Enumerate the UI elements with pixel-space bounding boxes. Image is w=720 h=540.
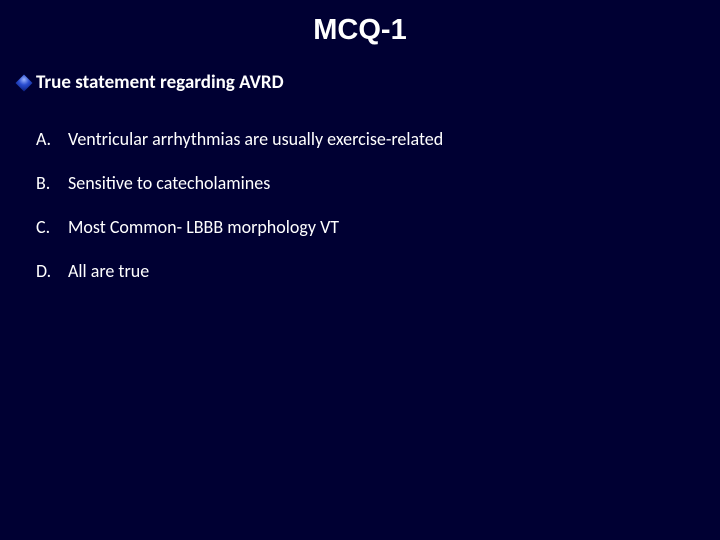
option-c: C. Most Common- LBBB morphology VT: [36, 216, 702, 238]
option-letter: C.: [36, 216, 54, 238]
option-d: D. All are true: [36, 260, 702, 282]
option-text: Ventricular arrhythmias are usually exer…: [68, 128, 443, 150]
option-b: B. Sensitive to catecholamines: [36, 172, 702, 194]
option-a: A. Ventricular arrhythmias are usually e…: [36, 128, 702, 150]
option-text: Sensitive to catecholamines: [68, 172, 270, 194]
option-letter: D.: [36, 260, 54, 282]
slide-title: MCQ-1: [18, 14, 702, 47]
option-text: Most Common- LBBB morphology VT: [68, 216, 339, 238]
question-stem-row: True statement regarding AVRD: [18, 71, 702, 94]
option-letter: A.: [36, 128, 54, 150]
question-stem: True statement regarding AVRD: [36, 71, 284, 94]
slide: MCQ-1 True statement regarding AVRD A. V…: [0, 0, 720, 540]
option-letter: B.: [36, 172, 54, 194]
options-list: A. Ventricular arrhythmias are usually e…: [18, 128, 702, 282]
diamond-bullet-icon: [16, 74, 33, 91]
option-text: All are true: [68, 260, 149, 282]
